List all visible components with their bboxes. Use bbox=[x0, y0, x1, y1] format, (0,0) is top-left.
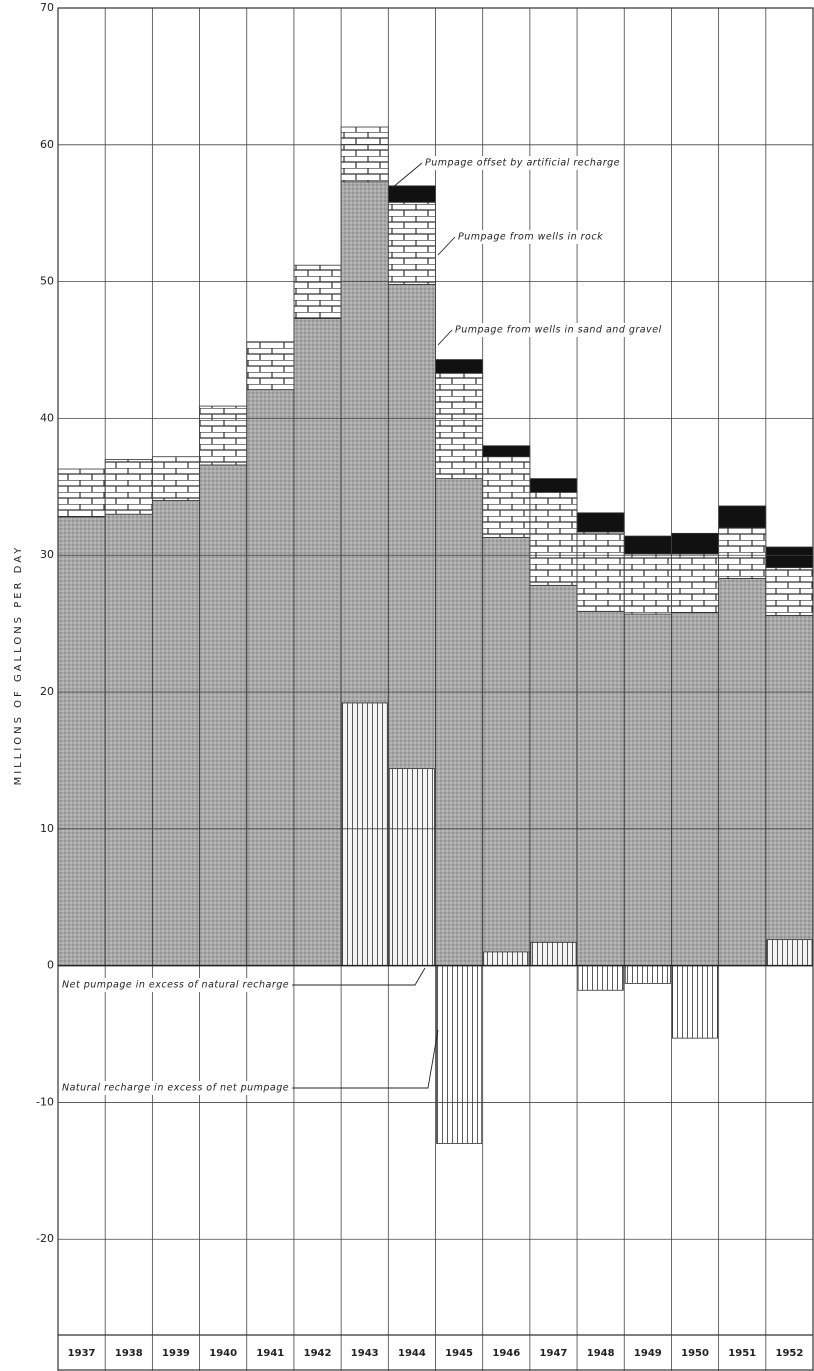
legend-label: Net pumpage in excess of natural recharg… bbox=[62, 980, 289, 991]
bar-segment bbox=[435, 372, 484, 480]
leader-line bbox=[391, 162, 423, 189]
bar-segment bbox=[293, 318, 342, 967]
bar-segment bbox=[576, 610, 625, 967]
x-tick-label: 1942 bbox=[304, 1348, 332, 1359]
x-tick-label: 1940 bbox=[209, 1348, 237, 1359]
legend-bg bbox=[60, 978, 292, 992]
bar-segment bbox=[482, 537, 531, 967]
bar-segment bbox=[718, 527, 767, 579]
x-tick-label: 1941 bbox=[256, 1348, 284, 1359]
y-tick-label: 0 bbox=[47, 959, 54, 972]
bar-segment bbox=[576, 531, 625, 612]
bar-segment bbox=[199, 464, 248, 967]
bar-segment bbox=[104, 459, 153, 515]
bar-segment bbox=[529, 478, 578, 493]
y-tick-label: 60 bbox=[40, 138, 54, 151]
x-tick-label: 1945 bbox=[445, 1348, 473, 1359]
bar-segment bbox=[387, 185, 436, 203]
bar-segment bbox=[436, 965, 483, 1144]
legend-label: Pumpage from wells in sand and gravel bbox=[455, 325, 662, 336]
y-tick-label: 40 bbox=[40, 411, 54, 424]
x-tick-label: 1946 bbox=[492, 1348, 520, 1359]
bar-segment bbox=[151, 456, 200, 501]
y-tick-label: 70 bbox=[40, 1, 54, 14]
bar-segment bbox=[293, 264, 342, 319]
leader-line bbox=[292, 1029, 439, 1089]
x-tick-label: 1944 bbox=[398, 1348, 426, 1359]
bar-segment bbox=[529, 584, 578, 967]
x-tick-label: 1938 bbox=[115, 1348, 143, 1359]
bar-segment bbox=[340, 126, 389, 183]
y-tick-label: 50 bbox=[40, 275, 54, 288]
leader-line bbox=[437, 236, 456, 256]
bar-segment bbox=[623, 535, 672, 555]
legend-bg bbox=[60, 1081, 292, 1095]
legend-bg bbox=[456, 230, 606, 244]
bar-segment bbox=[671, 532, 720, 555]
bar-segment bbox=[199, 405, 248, 466]
bar-segment bbox=[766, 939, 813, 967]
x-tick-label: 1939 bbox=[162, 1348, 190, 1359]
x-tick-label: 1948 bbox=[587, 1348, 615, 1359]
bar-segment bbox=[623, 553, 672, 615]
x-tick-label: 1951 bbox=[728, 1348, 756, 1359]
x-tick-label: 1952 bbox=[775, 1348, 803, 1359]
bar-segment bbox=[576, 512, 625, 533]
y-tick-label: 20 bbox=[40, 685, 54, 698]
bar-segment bbox=[624, 965, 671, 984]
legend-bg bbox=[423, 156, 622, 170]
bar-segment bbox=[671, 612, 720, 967]
legend-bg bbox=[453, 323, 664, 337]
y-tick-label: 10 bbox=[40, 822, 54, 835]
bar-segment bbox=[104, 513, 153, 967]
plot-frame bbox=[57, 7, 814, 1371]
x-tick-label: 1937 bbox=[68, 1348, 96, 1359]
legend-label: Pumpage from wells in rock bbox=[458, 232, 603, 243]
bar-segment bbox=[483, 951, 530, 967]
y-tick-label: -10 bbox=[36, 1095, 54, 1108]
x-tick-label: 1943 bbox=[351, 1348, 379, 1359]
bar-segment bbox=[577, 965, 624, 991]
bar-segment bbox=[57, 516, 106, 967]
legend-label: Pumpage offset by artificial recharge bbox=[425, 158, 620, 169]
bar-segment bbox=[151, 500, 200, 967]
leader-line bbox=[292, 967, 426, 986]
bar-segment bbox=[530, 941, 577, 967]
bar-segment bbox=[718, 505, 767, 529]
legend-label: Natural recharge in excess of net pumpag… bbox=[62, 1083, 289, 1094]
bar-segment bbox=[388, 768, 435, 967]
bar-segment bbox=[718, 578, 767, 967]
bar-segment bbox=[765, 567, 814, 616]
bar-segment bbox=[341, 702, 388, 967]
y-axis-label: MILLIONS OF GALLONS PER DAY bbox=[13, 545, 24, 786]
x-tick-label: 1947 bbox=[540, 1348, 568, 1359]
y-tick-label: 30 bbox=[40, 548, 54, 561]
bar-segment bbox=[623, 613, 672, 967]
bar-segment bbox=[482, 456, 531, 538]
bar-segment bbox=[765, 615, 814, 967]
y-tick-label: -20 bbox=[36, 1232, 54, 1245]
bar-segment bbox=[482, 445, 531, 458]
bar-segment bbox=[671, 553, 720, 614]
bar-segment bbox=[765, 546, 814, 568]
bar-segment bbox=[246, 341, 295, 391]
x-tick-label: 1950 bbox=[681, 1348, 709, 1359]
bar-segment bbox=[529, 491, 578, 586]
bar-segment bbox=[672, 965, 719, 1039]
x-tick-label: 1949 bbox=[634, 1348, 662, 1359]
bar-segment bbox=[387, 201, 436, 285]
bar-segment bbox=[435, 359, 484, 374]
leader-line bbox=[437, 329, 453, 346]
bar-segment bbox=[57, 468, 106, 518]
bar-segment bbox=[435, 478, 484, 967]
bar-segment bbox=[246, 389, 295, 967]
